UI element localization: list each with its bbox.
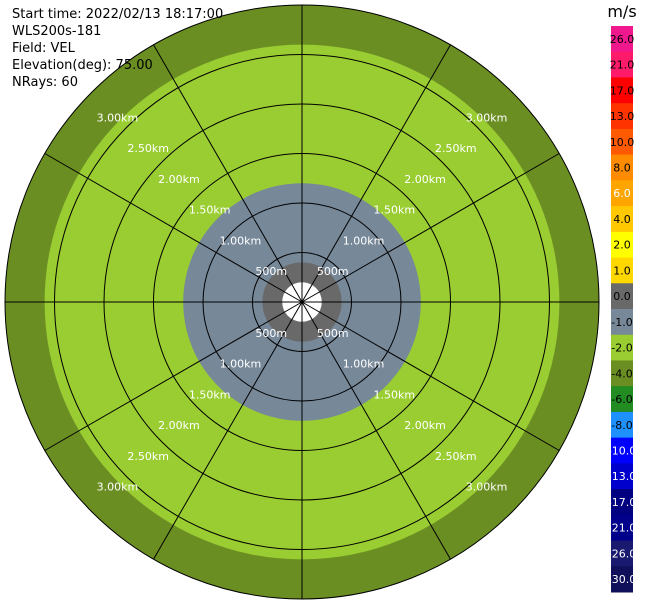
colorbar-swatch xyxy=(611,540,633,567)
range-ring-label: 500m xyxy=(317,265,349,278)
range-ring-label: 2.00km xyxy=(158,419,200,432)
colorbar-tick-label: 10.0 xyxy=(610,136,635,149)
colorbar-swatch xyxy=(611,386,633,413)
colorbar-tick-label: 6.0 xyxy=(613,187,631,200)
range-ring-label: 1.00km xyxy=(343,234,385,247)
range-ring-label: 3.00km xyxy=(97,481,139,494)
colorbar-tick-label: 8.0 xyxy=(613,162,631,175)
range-ring-label: 2.00km xyxy=(404,419,446,432)
colorbar-swatch xyxy=(611,180,633,207)
colorbar-tick-label: -26.0 xyxy=(608,547,636,560)
azimuth-spoke-330 xyxy=(153,44,303,303)
colorbar-swatch xyxy=(611,334,633,361)
colorbar-tick-label: 2.0 xyxy=(613,239,631,252)
azimuth-spoke-240 xyxy=(44,301,303,451)
colorbar-swatch xyxy=(611,154,633,181)
colorbar-tick-label: -21.0 xyxy=(608,522,636,535)
nrays-label: NRays: 60 xyxy=(12,75,78,90)
colorbar-tick-label: -30.0 xyxy=(608,573,636,586)
colorbar-tick-label: -13.0 xyxy=(608,470,636,483)
range-ring-label: 1.00km xyxy=(220,358,262,371)
colorbar-swatch xyxy=(611,26,633,53)
range-ring-labels: 500m 500m 500m 500m 1.00km 1.00km 1.00km 1.00km… xyxy=(97,111,508,493)
range-ring-label: 3.00km xyxy=(466,111,508,124)
colorbar: m/s 26.0 21.0 17.0 13.0 10.0 8.0 6.0 4.0 2.0 1.0 0.… xyxy=(607,2,637,593)
colorbar-tick-label: -4.0 xyxy=(611,367,632,380)
colorbar-swatch xyxy=(611,309,633,336)
colorbar-swatch xyxy=(611,51,633,78)
colorbar-swatch xyxy=(611,514,633,542)
range-ring-label: 2.50km xyxy=(435,142,477,155)
colorbar-swatch xyxy=(611,231,633,259)
colorbar-tick-label: -8.0 xyxy=(611,419,632,432)
colorbar-swatch xyxy=(611,360,633,387)
range-ring-label: 1.50km xyxy=(189,204,231,217)
range-ring-label: 2.00km xyxy=(404,173,446,186)
elevation-label: Elevation(deg): 75.00 xyxy=(12,58,153,73)
colorbar-tick-label: 21.0 xyxy=(610,59,635,72)
colorbar-swatch xyxy=(611,77,633,104)
colorbar-tick-label: -10.0 xyxy=(608,445,636,458)
colorbar-swatch xyxy=(611,411,633,439)
colorbar-swatch xyxy=(611,257,633,284)
range-ring-label: 3.00km xyxy=(97,111,139,124)
azimuth-spoke-120 xyxy=(301,301,560,451)
colorbar-tick-label: 17.0 xyxy=(610,84,635,97)
colorbar-swatch xyxy=(611,283,633,310)
azimuth-spoke-210 xyxy=(153,301,303,560)
range-ring-label: 1.00km xyxy=(343,358,385,371)
range-ring-label: 2.50km xyxy=(127,142,169,155)
azimuth-spokes xyxy=(5,5,599,599)
range-ring-label: 2.00km xyxy=(158,173,200,186)
range-ring-label: 1.50km xyxy=(374,204,416,217)
colorbar-tick-label: 4.0 xyxy=(613,213,631,226)
range-ring-label: 1.50km xyxy=(374,388,416,401)
colorbar-tick-label: -2.0 xyxy=(611,342,632,355)
field-label: Field: VEL xyxy=(12,41,75,56)
range-ring-label: 500m xyxy=(255,265,287,278)
colorbar-swatch xyxy=(611,566,633,593)
colorbar-tick-label: 1.0 xyxy=(613,264,631,277)
colorbar-swatch xyxy=(611,103,633,130)
colorbar-swatch xyxy=(611,128,633,156)
azimuth-spoke-300 xyxy=(44,153,303,303)
colorbar-tick-label: 13.0 xyxy=(610,110,635,123)
colorbar-swatch xyxy=(611,206,633,233)
range-ring-label: 2.50km xyxy=(435,450,477,463)
colorbar-title: m/s xyxy=(607,2,636,21)
colorbar-tick-label: 0.0 xyxy=(613,290,631,303)
range-ring-label: 500m xyxy=(255,327,287,340)
azimuth-spoke-150 xyxy=(301,301,451,560)
instrument-label: WLS200s-181 xyxy=(12,24,102,39)
colorbar-swatch xyxy=(611,437,633,464)
range-ring-label: 1.00km xyxy=(220,234,262,247)
range-ring-label: 1.50km xyxy=(189,388,231,401)
azimuth-spoke-30 xyxy=(301,44,451,303)
colorbar-tick-label: -6.0 xyxy=(611,393,632,406)
colorbar-tick-label: -17.0 xyxy=(608,496,636,509)
range-ring-label: 2.50km xyxy=(127,450,169,463)
start-time-label: Start time: 2022/02/13 18:17:00 xyxy=(12,7,224,22)
range-ring-label: 3.00km xyxy=(466,481,508,494)
azimuth-spoke-60 xyxy=(301,153,560,303)
colorbar-tick-label: 26.0 xyxy=(610,33,635,46)
range-ring-label: 500m xyxy=(317,327,349,340)
colorbar-tick-label: -1.0 xyxy=(611,316,632,329)
colorbar-swatch xyxy=(611,463,633,490)
colorbar-swatch xyxy=(611,489,633,516)
